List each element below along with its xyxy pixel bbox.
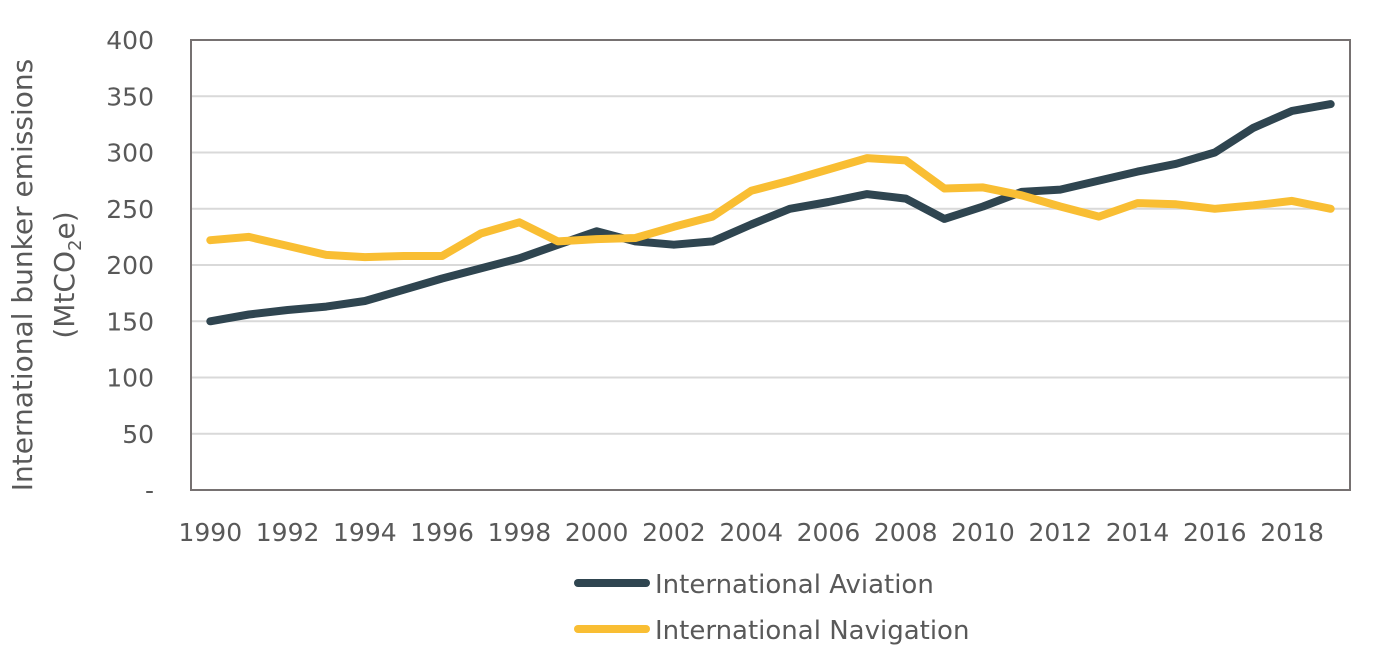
legend-label-aviation: International Aviation (655, 570, 934, 600)
x-tick-label: 1992 (256, 518, 320, 547)
y-tick-label: 350 (106, 82, 154, 111)
y-tick-label: 100 (106, 364, 154, 393)
y-axis-unit-prefix: (MtCO (48, 251, 81, 339)
legend: International Aviation International Nav… (574, 570, 969, 646)
series-line-international-navigation (206, 154, 1335, 262)
x-axis-tick-labels: 1990 1992 1994 1996 1998 2000 2002 2004 2006 2008… (179, 518, 1324, 547)
x-tick-label: 2006 (797, 518, 861, 547)
y-tick-label: - (145, 476, 154, 505)
y-tick-label: 250 (106, 195, 154, 224)
gridlines (191, 95, 1350, 435)
legend-item-aviation[interactable]: International Aviation (574, 570, 934, 600)
y-axis-title-line1: International bunker emissions (6, 59, 39, 491)
x-tick-label: 2018 (1260, 518, 1324, 547)
x-tick-label: 2014 (1106, 518, 1170, 547)
y-axis-tick-labels: - 50 100 150 200 250 300 350 400 (106, 26, 154, 505)
x-tick-label: 1996 (410, 518, 474, 547)
legend-item-navigation[interactable]: International Navigation (574, 616, 969, 646)
y-axis-title-line2: (MtCO2e) (48, 211, 86, 338)
x-tick-label: 1998 (488, 518, 552, 547)
x-tick-label: 1994 (333, 518, 397, 547)
series-line-international-aviation (206, 100, 1335, 326)
series-lines (206, 100, 1335, 326)
legend-label-navigation: International Navigation (655, 616, 969, 646)
y-axis-unit-subscript: 2 (65, 240, 86, 251)
y-tick-label: 150 (106, 307, 154, 336)
x-tick-label: 2004 (719, 518, 783, 547)
x-tick-label: 1990 (179, 518, 243, 547)
y-tick-label: 300 (106, 139, 154, 168)
y-tick-label: 50 (122, 420, 154, 449)
y-axis-unit-suffix: e) (48, 211, 81, 239)
plot-area-frame (190, 39, 1351, 491)
x-tick-label: 2000 (565, 518, 629, 547)
x-tick-label: 2008 (874, 518, 938, 547)
x-tick-label: 2010 (951, 518, 1015, 547)
x-tick-label: 2016 (1183, 518, 1247, 547)
x-tick-label: 2012 (1028, 518, 1092, 547)
y-tick-label: 400 (106, 26, 154, 55)
y-tick-label: 200 (106, 251, 154, 280)
x-tick-label: 2002 (642, 518, 706, 547)
y-axis-title: International bunker emissions (MtCO2e) (6, 59, 86, 491)
